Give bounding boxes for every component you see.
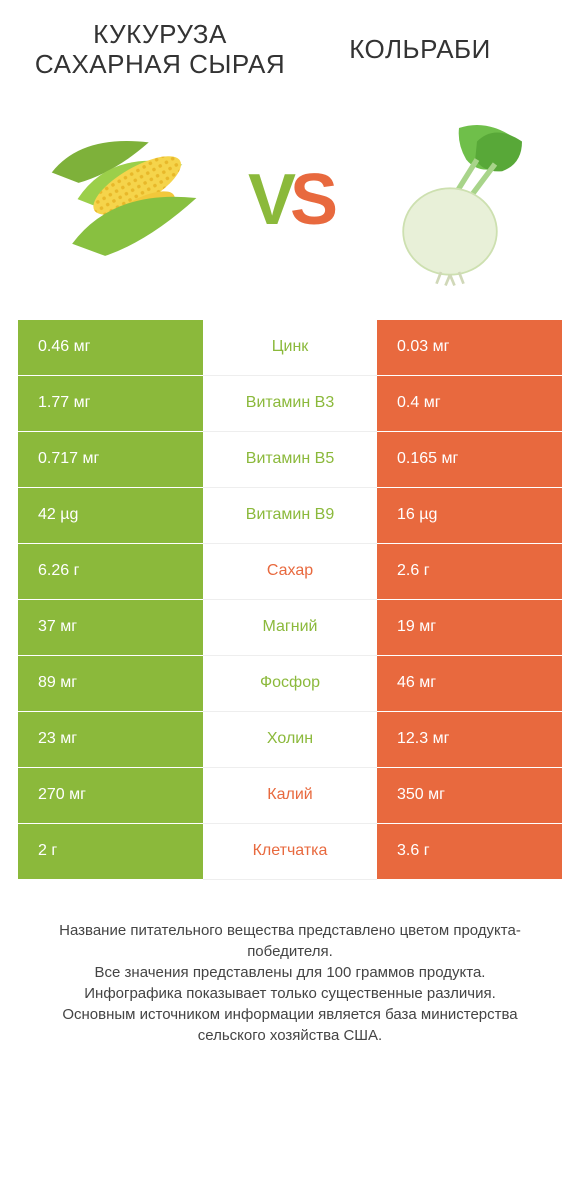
kohlrabi-icon — [360, 110, 540, 290]
cell-nutrient-label: Калий — [203, 768, 377, 824]
cell-nutrient-label: Витамин B5 — [203, 432, 377, 488]
cell-left-value: 42 µg — [18, 488, 203, 544]
table-row: 6.26 гСахар2.6 г — [18, 544, 562, 600]
cell-left-value: 37 мг — [18, 600, 203, 656]
cell-right-value: 2.6 г — [377, 544, 562, 600]
cell-left-value: 2 г — [18, 824, 203, 880]
cell-left-value: 0.46 мг — [18, 320, 203, 376]
cell-nutrient-label: Витамин B9 — [203, 488, 377, 544]
page: КУКУРУЗА САХАРНАЯ СЫРАЯ КОЛЬРАБИ — [0, 0, 580, 1204]
table-row: 1.77 мгВитамин B30.4 мг — [18, 376, 562, 432]
table-row: 0.717 мгВитамин B50.165 мг — [18, 432, 562, 488]
footer-line: Инфографика показывает только существенн… — [28, 983, 552, 1004]
cell-left-value: 1.77 мг — [18, 376, 203, 432]
cell-right-value: 12.3 мг — [377, 712, 562, 768]
cell-right-value: 19 мг — [377, 600, 562, 656]
corn-icon — [40, 110, 220, 290]
comparison-table: 0.46 мгЦинк0.03 мг1.77 мгВитамин B30.4 м… — [0, 320, 580, 880]
table-row: 2 гКлетчатка3.6 г — [18, 824, 562, 880]
table-row: 37 мгМагний19 мг — [18, 600, 562, 656]
cell-right-value: 350 мг — [377, 768, 562, 824]
cell-nutrient-label: Витамин B3 — [203, 376, 377, 432]
cell-nutrient-label: Фосфор — [203, 656, 377, 712]
cell-nutrient-label: Сахар — [203, 544, 377, 600]
cell-nutrient-label: Магний — [203, 600, 377, 656]
cell-left-value: 89 мг — [18, 656, 203, 712]
product-image-right — [340, 100, 560, 300]
cell-right-value: 3.6 г — [377, 824, 562, 880]
table-row: 23 мгХолин12.3 мг — [18, 712, 562, 768]
cell-nutrient-label: Клетчатка — [203, 824, 377, 880]
cell-right-value: 0.165 мг — [377, 432, 562, 488]
cell-right-value: 46 мг — [377, 656, 562, 712]
cell-nutrient-label: Цинк — [203, 320, 377, 376]
title-right: КОЛЬРАБИ — [290, 35, 550, 65]
table-row: 270 мгКалий350 мг — [18, 768, 562, 824]
footer-notes: Название питательного вещества представл… — [0, 880, 580, 1046]
cell-left-value: 270 мг — [18, 768, 203, 824]
cell-left-value: 0.717 мг — [18, 432, 203, 488]
cell-right-value: 16 µg — [377, 488, 562, 544]
cell-right-value: 0.4 мг — [377, 376, 562, 432]
cell-left-value: 23 мг — [18, 712, 203, 768]
table-row: 89 мгФосфор46 мг — [18, 656, 562, 712]
footer-line: Все значения представлены для 100 граммо… — [28, 962, 552, 983]
cell-left-value: 6.26 г — [18, 544, 203, 600]
vs-badge: VS — [240, 159, 340, 241]
vs-v: V — [248, 160, 290, 240]
table-row: 42 µgВитамин B916 µg — [18, 488, 562, 544]
footer-line: Название питательного вещества представл… — [28, 920, 552, 962]
vs-s: S — [290, 160, 332, 240]
title-left: КУКУРУЗА САХАРНАЯ СЫРАЯ — [30, 20, 290, 80]
table-row: 0.46 мгЦинк0.03 мг — [18, 320, 562, 376]
images-row: VS — [0, 90, 580, 320]
cell-right-value: 0.03 мг — [377, 320, 562, 376]
product-image-left — [20, 100, 240, 300]
footer-line: Основным источником информации является … — [28, 1004, 552, 1046]
header: КУКУРУЗА САХАРНАЯ СЫРАЯ КОЛЬРАБИ — [0, 0, 580, 90]
cell-nutrient-label: Холин — [203, 712, 377, 768]
